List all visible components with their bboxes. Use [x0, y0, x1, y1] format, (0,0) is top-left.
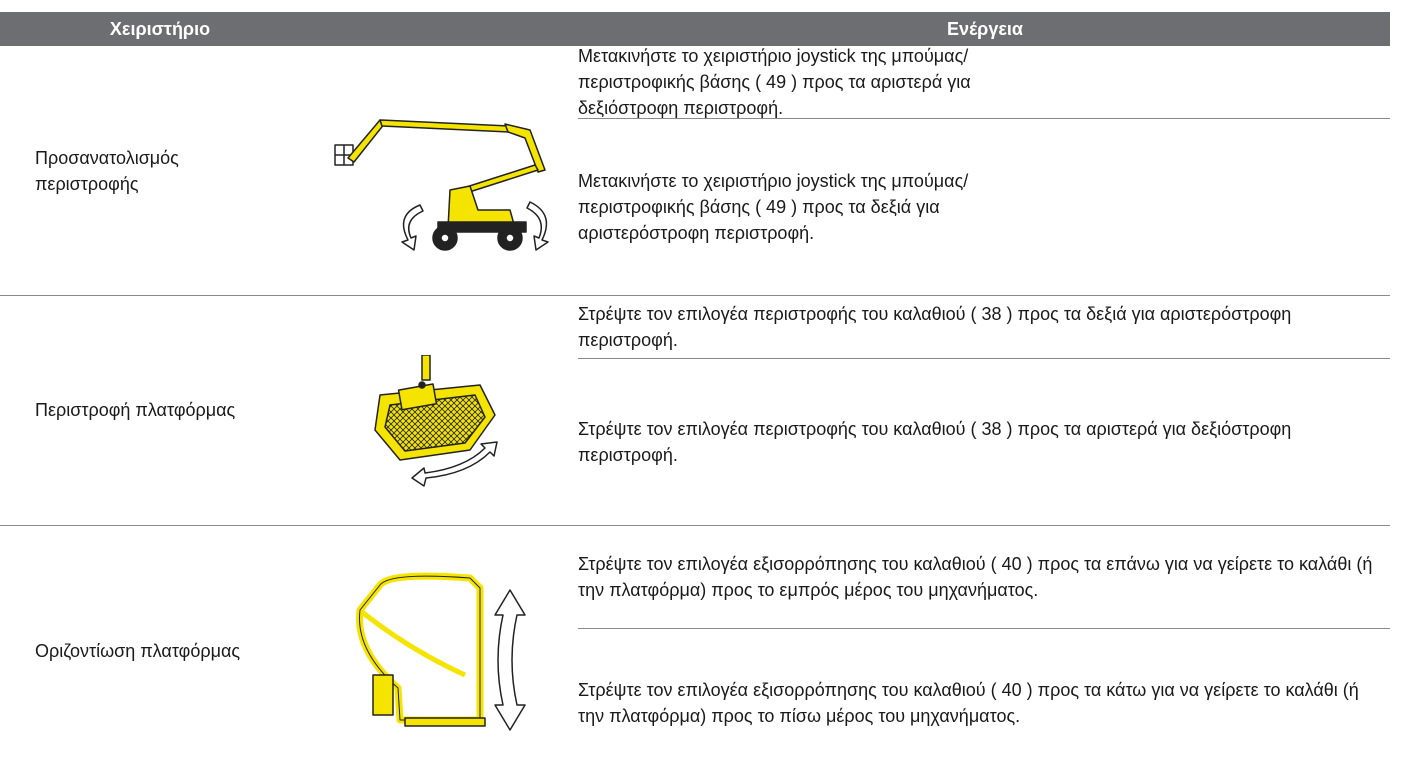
separator: [578, 118, 1390, 119]
platform-illustration: [374, 355, 498, 487]
header-cell: Ενέργεια: [947, 19, 1023, 39]
leveling-illustration: [355, 572, 526, 731]
separator: [0, 525, 1390, 526]
action-text: Στρέψτε τον επιλογέα περιστροφής του καλ…: [578, 303, 1292, 350]
separator: [578, 358, 1390, 359]
separator: [0, 295, 1390, 296]
separator: [578, 628, 1390, 629]
action-text: Μετακινήστε το χειριστήριο joystick της …: [578, 46, 971, 118]
action-text: Στρέψτε τον επιλογέα περιστροφής του καλ…: [578, 418, 1292, 465]
action-text: Στρέψτε τον επιλογέα εξισορρόπησης του κ…: [578, 553, 1373, 600]
control-label: Προσανατολισμός περιστροφής: [35, 147, 179, 194]
control-label: Οριζοντίωση πλατφόρμας: [35, 641, 241, 661]
control-label: Περιστροφή πλατφόρμας: [35, 400, 236, 420]
action-text: Στρέψτε τον επιλογέα εξισορρόπησης του κ…: [578, 679, 1359, 726]
header-cell: Χειριστήριο: [109, 19, 211, 39]
boom-lift-illustration: [334, 119, 549, 251]
action-text: Μετακινήστε το χειριστήριο joystick της …: [578, 170, 969, 243]
table-header: Χειριστήριο Ενέργεια: [0, 12, 1390, 46]
